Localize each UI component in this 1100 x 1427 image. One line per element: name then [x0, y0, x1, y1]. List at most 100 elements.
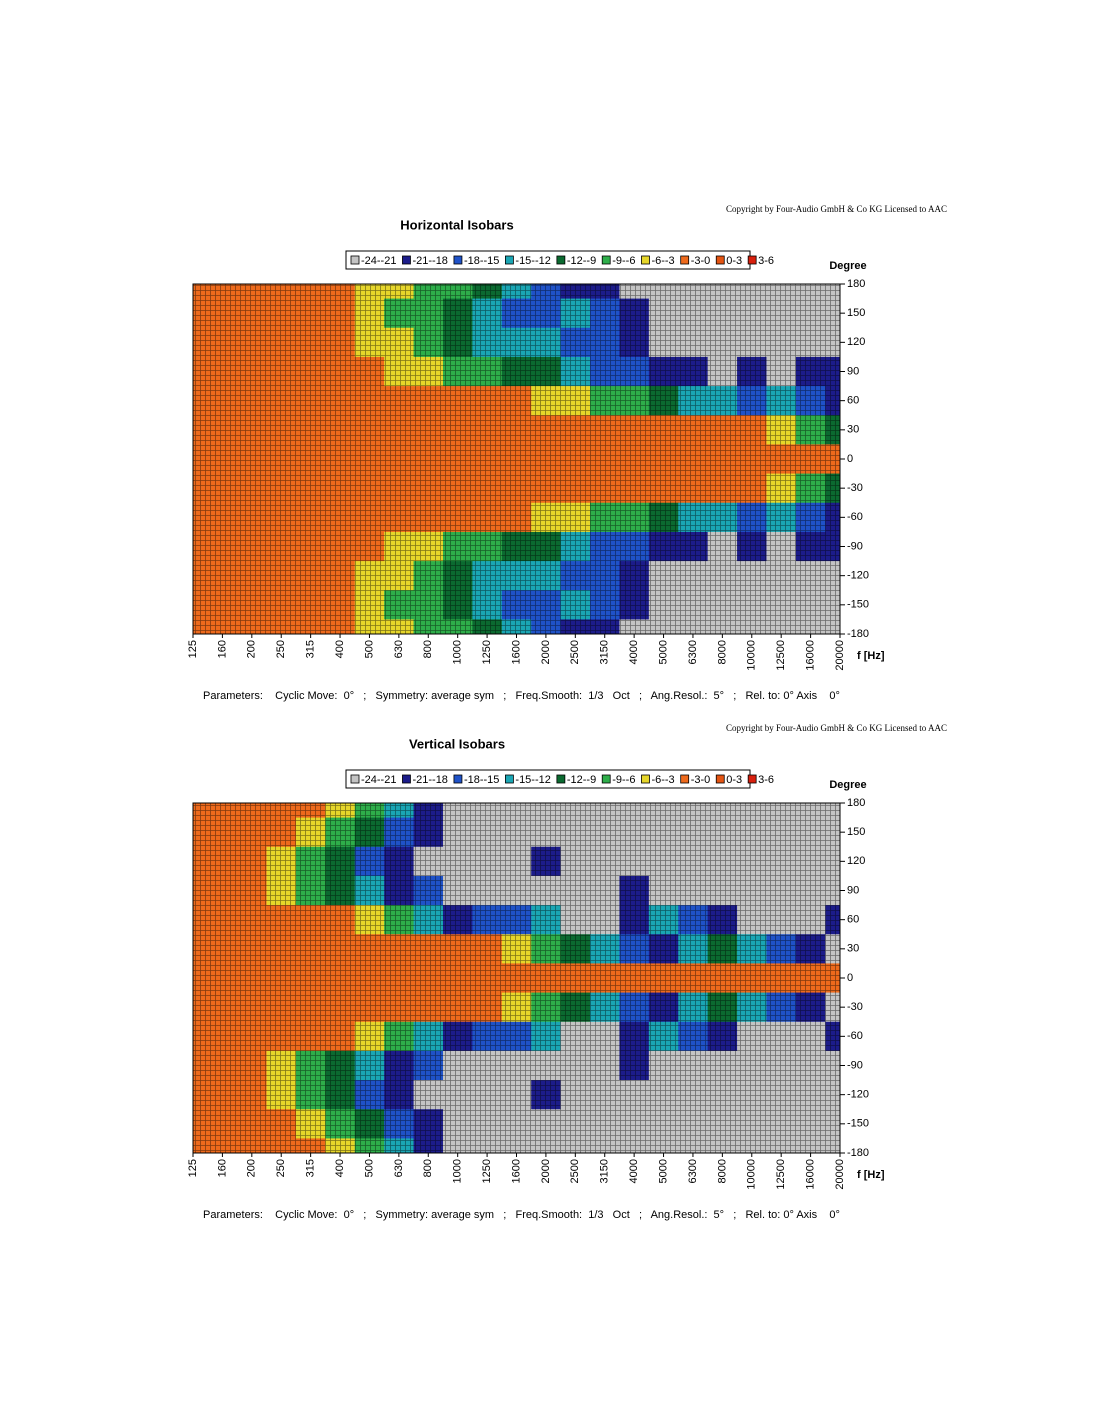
legend-swatch [747, 774, 757, 784]
copyright: Copyright by Four-Audio GmbH & Co KG Lic… [726, 723, 947, 733]
grid-hatch [193, 284, 840, 634]
y-tick-label: 180 [847, 278, 865, 290]
x-tick-label: 1600 [510, 1159, 522, 1183]
legend-label: -12--9 [567, 774, 596, 786]
x-tick-label: 2500 [569, 640, 581, 664]
y-tick-label: -180 [847, 628, 869, 640]
legend-label: -9--6 [612, 774, 635, 786]
x-tick-label: 10000 [746, 1159, 758, 1190]
legend-label: 0-3 [726, 255, 742, 267]
x-tick-label: 2000 [540, 1159, 552, 1183]
y-tick-label: 30 [847, 943, 859, 955]
x-tick-label: 4000 [628, 640, 640, 664]
y-tick-label: 60 [847, 914, 859, 926]
x-tick-label: 2500 [569, 1159, 581, 1183]
legend-label: -18--15 [464, 774, 499, 786]
x-tick-label: 20000 [834, 640, 846, 671]
x-axis-label: f [Hz] [857, 1169, 885, 1181]
legend-label: -21--18 [412, 255, 447, 267]
legend-label: 3-6 [758, 774, 774, 786]
x-tick-label: 800 [422, 1159, 434, 1177]
legend-label: -15--12 [515, 255, 550, 267]
x-tick-label: 500 [363, 640, 375, 658]
x-tick-label: 160 [216, 1159, 228, 1177]
x-tick-label: 16000 [804, 640, 816, 671]
x-tick-label: 20000 [834, 1159, 846, 1190]
legend-swatch [350, 774, 360, 784]
legend-swatch [601, 255, 611, 265]
legend-swatch [402, 255, 411, 265]
y-tick-label: 150 [847, 307, 865, 319]
x-tick-label: 1250 [481, 640, 493, 664]
x-tick-label: 5000 [657, 1159, 669, 1183]
x-tick-label: 400 [334, 1159, 346, 1177]
parameters: Parameters: Cyclic Move: 0° ; Symmetry: … [203, 690, 840, 702]
chart: Copyright by Four-Audio GmbH & Co KG Lic… [187, 204, 947, 702]
legend-swatch [715, 774, 725, 784]
x-tick-label: 315 [305, 1159, 317, 1177]
legend-swatch [680, 774, 690, 784]
x-tick-label: 3150 [599, 640, 611, 664]
legend-swatch [641, 255, 650, 265]
legend-label: -24--21 [361, 774, 396, 786]
x-tick-label: 1250 [481, 1159, 493, 1183]
x-tick-label: 6300 [687, 640, 699, 664]
legend-label: -15--12 [515, 774, 550, 786]
legend: -24--21 -21--18 -18--15 -15--12 -12--9 -9--6 -… [345, 769, 774, 789]
y-tick-label: -60 [847, 511, 863, 523]
legend-label: -3-0 [691, 774, 711, 786]
x-tick-label: 1600 [510, 640, 522, 664]
legend-swatch [453, 774, 463, 784]
legend-swatch [601, 774, 611, 784]
x-tick-label: 3150 [599, 1159, 611, 1183]
x-tick-label: 160 [216, 640, 228, 658]
y-tick-label: 90 [847, 365, 859, 377]
legend-swatch [715, 255, 725, 265]
legend: -24--21 -21--18 -18--15 -15--12 -12--9 -9--6 -… [345, 250, 774, 270]
legend-label: 0-3 [726, 774, 742, 786]
grid-hatch [193, 803, 840, 1153]
y-tick-label: 120 [847, 336, 865, 348]
y-tick-label: 120 [847, 855, 865, 867]
legend-swatch [680, 255, 690, 265]
legend-swatch [747, 255, 757, 265]
y-tick-label: -120 [847, 1089, 869, 1101]
x-tick-label: 630 [393, 1159, 405, 1177]
legend-swatch [556, 255, 566, 265]
x-axis-label: f [Hz] [857, 650, 885, 662]
legend-swatch [505, 774, 514, 784]
chart: Copyright by Four-Audio GmbH & Co KG Lic… [187, 723, 947, 1221]
x-tick-label: 800 [422, 640, 434, 658]
x-tick-label: 400 [334, 640, 346, 658]
x-tick-label: 200 [246, 640, 258, 658]
legend-swatch [402, 774, 411, 784]
x-tick-label: 16000 [804, 1159, 816, 1190]
x-tick-label: 125 [187, 640, 199, 658]
x-tick-label: 6300 [687, 1159, 699, 1183]
legend-label: 3-6 [758, 255, 774, 267]
y-axis-label: Degree [829, 779, 866, 791]
x-tick-label: 315 [305, 640, 317, 658]
y-tick-label: -150 [847, 1118, 869, 1130]
x-tick-label: 1000 [452, 640, 464, 664]
y-axis-label: Degree [829, 260, 866, 272]
legend-label: -6--3 [651, 255, 674, 267]
y-tick-label: 180 [847, 797, 865, 809]
y-tick-label: 150 [847, 826, 865, 838]
x-tick-label: 10000 [746, 640, 758, 671]
y-tick-label: 0 [847, 453, 853, 465]
legend-label: -18--15 [464, 255, 499, 267]
chart-title: Vertical Isobars [409, 736, 505, 751]
legend-swatch [556, 774, 566, 784]
legend-label: -6--3 [651, 774, 674, 786]
legend-swatch [453, 255, 463, 265]
y-tick-label: 60 [847, 395, 859, 407]
x-tick-label: 1000 [452, 1159, 464, 1183]
legend-label: -12--9 [567, 255, 596, 267]
x-tick-label: 125 [187, 1159, 199, 1177]
y-tick-label: -120 [847, 570, 869, 582]
legend-label: -3-0 [691, 255, 711, 267]
x-tick-label: 630 [393, 640, 405, 658]
